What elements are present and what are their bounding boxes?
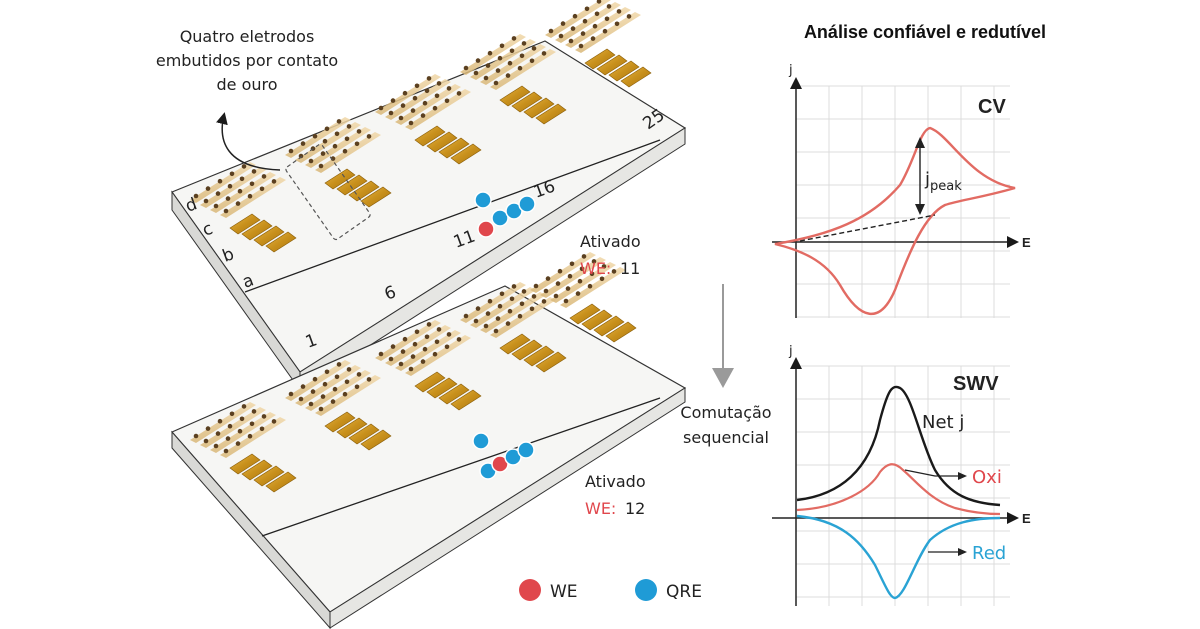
swv-plot: j E SWV Net j Oxi Red (772, 344, 1031, 606)
qre-dot (491, 209, 509, 227)
legend-qre-swatch (635, 579, 657, 601)
cv-baseline (799, 214, 936, 242)
legend-we-label: WE (550, 582, 578, 602)
cv-plot: j E CV jpeak (772, 63, 1031, 318)
swv-net-curve (796, 385, 1001, 507)
swv-oxi-curve (796, 463, 1001, 516)
cv-grid (795, 85, 1010, 318)
status-bottom-label: Ativado (585, 472, 646, 491)
swv-red-label: Red (972, 543, 1006, 564)
qre-dot (518, 195, 536, 213)
switch-label-line-2: sequencial (683, 428, 769, 447)
status-top-label: Ativado (580, 232, 641, 251)
cv-curve (774, 126, 1016, 315)
cv-y-label: j (788, 63, 793, 78)
swv-y-label: j (788, 344, 793, 359)
chip-divider (261, 397, 661, 537)
bottom-active-electrodes (472, 432, 535, 480)
annotation: Quatro eletrodos embutidos por contato d… (156, 27, 338, 94)
swv-net-label: Net j (922, 412, 964, 433)
swv-x-label: E (1022, 511, 1031, 526)
electrode-array (190, 0, 652, 253)
legend: WE QRE (519, 579, 702, 602)
annotation-line-3: de ouro (216, 75, 277, 94)
annotation-line-2: embutidos por contato (156, 51, 338, 70)
switch-arrow (712, 284, 734, 388)
legend-we-swatch (519, 579, 541, 601)
cv-peak-label: jpeak (924, 169, 962, 194)
qre-dot (517, 441, 535, 459)
switch-label: Comutação sequencial (680, 403, 771, 447)
analysis-header: Análise confiável e redutível (804, 22, 1046, 42)
status-bottom-we-value: 12 (625, 499, 645, 518)
qre-dot (474, 191, 492, 209)
status-top: Ativado WE: 11 (580, 232, 641, 278)
switch-label-line-1: Comutação (680, 403, 771, 422)
swv-grid (795, 365, 1010, 606)
swv-oxi-label: Oxi (972, 467, 1002, 488)
annotation-line-1: Quatro eletrodos (180, 27, 315, 46)
cv-title: CV (978, 96, 1006, 118)
chip-divider (244, 139, 661, 293)
swv-red-curve (796, 514, 1001, 600)
status-bottom-we-prefix: WE: (585, 499, 616, 518)
qre-dot (472, 432, 490, 450)
status-bottom: Ativado WE: 12 (585, 472, 646, 518)
status-top-we-prefix: WE: (580, 259, 611, 278)
we-dot (477, 220, 495, 238)
status-top-we-value: 11 (620, 259, 640, 278)
highlight-box (285, 143, 371, 241)
electrode-array (190, 252, 637, 493)
annotation-arrow (216, 112, 281, 171)
top-chip (171, 0, 687, 392)
cv-x-label: E (1022, 235, 1031, 250)
legend-qre-label: QRE (666, 582, 702, 602)
swv-title: SWV (953, 373, 999, 395)
top-active-electrodes (474, 191, 536, 238)
bottom-chip (171, 252, 687, 629)
